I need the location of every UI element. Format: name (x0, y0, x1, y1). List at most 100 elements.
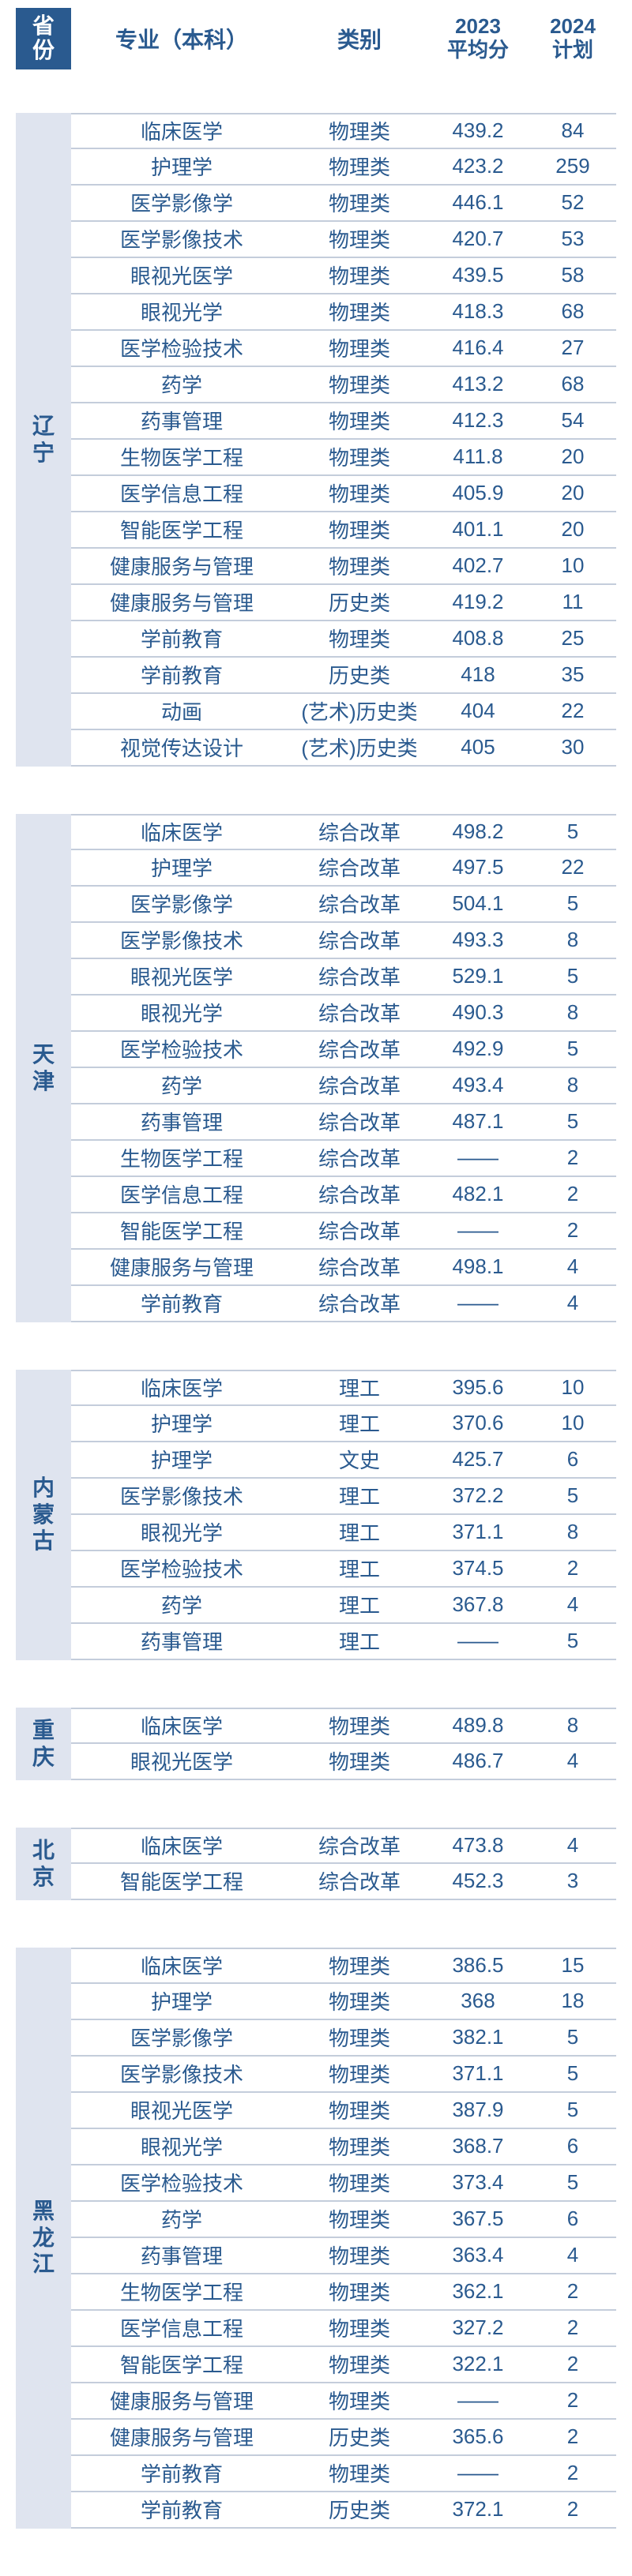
table-row: 临床医学理工395.610 (71, 1370, 616, 1406)
table-row: 药事管理综合改革487.15 (71, 1104, 616, 1141)
cell-major: 医学检验技术 (71, 333, 292, 362)
cell-plan: 68 (529, 372, 616, 396)
cell-score: 452.3 (427, 1869, 529, 1893)
cell-major: 药事管理 (71, 2240, 292, 2270)
cell-category: 综合改革 (292, 1216, 427, 1245)
cell-score: 387.9 (427, 2098, 529, 2122)
cell-category: (艺术)历史类 (292, 733, 427, 762)
province-label: 重庆 (16, 1708, 71, 1780)
cell-score: 395.6 (427, 1375, 529, 1400)
province-group: 重庆临床医学物理类489.88眼视光医学物理类486.74 (0, 1708, 632, 1780)
cell-plan: 3 (529, 1869, 616, 1893)
province-label: 黑龙江 (16, 1948, 71, 2529)
cell-score: 322.1 (427, 2352, 529, 2376)
cell-score: —— (427, 1291, 529, 1315)
cell-major: 智能医学工程 (71, 515, 292, 544)
cell-category: 物理类 (292, 116, 427, 145)
cell-major: 眼视光医学 (71, 962, 292, 991)
cell-plan: 5 (529, 964, 616, 988)
cell-major: 健康服务与管理 (71, 1252, 292, 1281)
cell-major: 生物医学工程 (71, 2277, 292, 2306)
table-row: 学前教育物理类408.825 (71, 621, 616, 658)
cell-plan: 52 (529, 190, 616, 215)
cell-score: 446.1 (427, 190, 529, 215)
cell-major: 医学影像技术 (71, 925, 292, 954)
cell-score: 529.1 (427, 964, 529, 988)
cell-category: 物理类 (292, 333, 427, 362)
cell-plan: 4 (529, 1254, 616, 1279)
cell-score: 418 (427, 662, 529, 687)
cell-category: 理工 (292, 1481, 427, 1510)
table-row: 健康服务与管理物理类402.710 (71, 549, 616, 585)
cell-category: 物理类 (292, 2277, 427, 2306)
cell-plan: 10 (529, 1375, 616, 1400)
table-row: 眼视光医学物理类486.74 (71, 1744, 616, 1780)
header-category: 类别 (292, 8, 427, 69)
cell-major: 眼视光学 (71, 297, 292, 326)
cell-plan: 20 (529, 517, 616, 542)
cell-category: 综合改革 (292, 1034, 427, 1063)
table-row: 生物医学工程综合改革——2 (71, 1141, 616, 1177)
cell-score: 493.4 (427, 1073, 529, 1097)
province-group: 北京临床医学综合改革473.84智能医学工程综合改革452.33 (0, 1828, 632, 1900)
cell-major: 医学信息工程 (71, 478, 292, 508)
cell-score: 489.8 (427, 1713, 529, 1738)
cell-score: 420.7 (427, 227, 529, 251)
province-label: 北京 (16, 1828, 71, 1900)
cell-plan: 20 (529, 481, 616, 505)
cell-score: —— (427, 1218, 529, 1243)
cell-score: 419.2 (427, 590, 529, 614)
cell-score: 497.5 (427, 855, 529, 879)
rows: 临床医学综合改革498.25护理学综合改革497.522医学影像学综合改革504… (71, 814, 616, 1322)
table-row: 医学信息工程物理类405.920 (71, 476, 616, 512)
cell-major: 眼视光学 (71, 998, 292, 1027)
table-row: 临床医学物理类439.284 (71, 113, 616, 149)
cell-major: 医学影像技术 (71, 224, 292, 253)
cell-major: 健康服务与管理 (71, 2422, 292, 2451)
table-row: 学前教育综合改革——4 (71, 1286, 616, 1322)
table-row: 医学信息工程综合改革482.12 (71, 1177, 616, 1213)
cell-plan: 4 (529, 1291, 616, 1315)
cell-major: 健康服务与管理 (71, 2386, 292, 2415)
cell-major: 护理学 (71, 152, 292, 181)
cell-category: 物理类 (292, 624, 427, 653)
cell-plan: 5 (529, 1629, 616, 1653)
cell-plan: 68 (529, 299, 616, 324)
cell-major: 临床医学 (71, 1711, 292, 1740)
cell-plan: 15 (529, 1953, 616, 1978)
province-label: 天津 (16, 814, 71, 1322)
cell-plan: 18 (529, 1989, 616, 2013)
province-group: 内蒙古临床医学理工395.610护理学理工370.610护理学文史425.76医… (0, 1370, 632, 1660)
cell-major: 药学 (71, 1071, 292, 1100)
cell-major: 生物医学工程 (71, 1143, 292, 1172)
cell-plan: 84 (529, 118, 616, 143)
cell-plan: 6 (529, 1447, 616, 1472)
rows: 临床医学物理类386.515护理学物理类36818医学影像学物理类382.15医… (71, 1948, 616, 2529)
cell-category: 物理类 (292, 2240, 427, 2270)
cell-score: 372.1 (427, 2497, 529, 2522)
cell-category: 历史类 (292, 2495, 427, 2524)
cell-score: —— (427, 2461, 529, 2485)
cell-category: 物理类 (292, 2059, 427, 2088)
cell-plan: 2 (529, 2497, 616, 2522)
header-province: 省份 (16, 8, 71, 69)
header-major: 专业（本科） (71, 8, 292, 69)
table-row: 学前教育历史类372.12 (71, 2492, 616, 2529)
cell-plan: 4 (529, 1749, 616, 1773)
cell-major: 智能医学工程 (71, 1216, 292, 1245)
table-row: 护理学物理类423.2259 (71, 149, 616, 186)
cell-score: 362.1 (427, 2279, 529, 2304)
cell-major: 护理学 (71, 1445, 292, 1474)
table-row: 眼视光医学物理类439.558 (71, 258, 616, 294)
table-row: 生物医学工程物理类411.820 (71, 440, 616, 476)
cell-category: 物理类 (292, 478, 427, 508)
table-row: 临床医学综合改革498.25 (71, 814, 616, 850)
cell-plan: 6 (529, 2207, 616, 2231)
cell-major: 药学 (71, 369, 292, 399)
cell-plan: 5 (529, 2025, 616, 2049)
cell-category: 历史类 (292, 2422, 427, 2451)
cell-major: 健康服务与管理 (71, 551, 292, 580)
table-row: 护理学理工370.610 (71, 1406, 616, 1442)
cell-plan: 11 (529, 590, 616, 614)
cell-major: 临床医学 (71, 1951, 292, 1980)
